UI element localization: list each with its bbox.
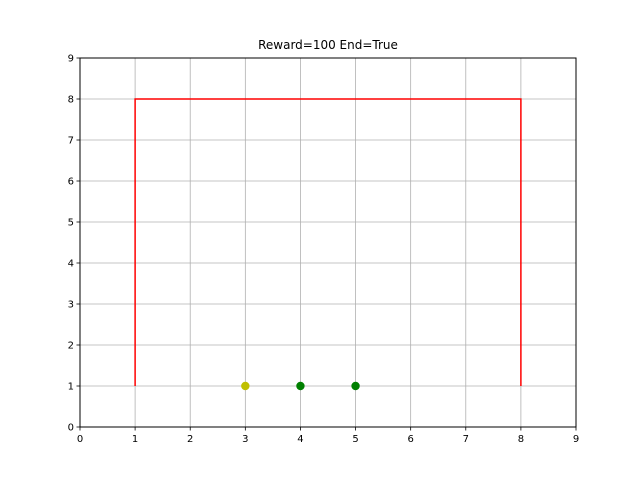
- y-tick-label: 7: [68, 136, 74, 147]
- plot-data: [134, 98, 522, 391]
- chart-title: Reward=100 End=True: [258, 38, 398, 52]
- scatter-point: [241, 381, 250, 391]
- x-tick-label: 8: [518, 434, 524, 445]
- plot-area-frame: [79, 57, 577, 428]
- y-tick-label: 5: [68, 218, 74, 229]
- x-tick-label: 6: [407, 434, 413, 445]
- x-tick-label: 4: [297, 434, 303, 445]
- x-tick-label: 7: [463, 434, 469, 445]
- y-tick-label: 9: [68, 54, 74, 65]
- y-tick-label: 4: [68, 259, 74, 270]
- x-tick-label: 3: [242, 434, 248, 445]
- y-tick-label: 0: [68, 423, 74, 434]
- scatter-point: [351, 381, 360, 391]
- y-tick-label: 2: [68, 341, 74, 352]
- y-tick-label: 8: [68, 95, 74, 106]
- axis-ticks: 0 1 2 3 4 5 6 7 8 9 0 1 2 3 4 5 6 7 8 9: [68, 54, 580, 446]
- x-tick-label: 2: [187, 434, 193, 445]
- x-tick-label: 1: [132, 434, 138, 445]
- x-tick-label: 5: [352, 434, 358, 445]
- boundary-line: [134, 98, 522, 386]
- y-tick-label: 6: [68, 177, 74, 188]
- y-tick-label: 3: [68, 300, 74, 311]
- x-tick-label: 0: [77, 434, 83, 445]
- scatter-point: [296, 381, 305, 391]
- y-tick-label: 1: [68, 382, 74, 393]
- x-tick-label: 9: [573, 434, 579, 445]
